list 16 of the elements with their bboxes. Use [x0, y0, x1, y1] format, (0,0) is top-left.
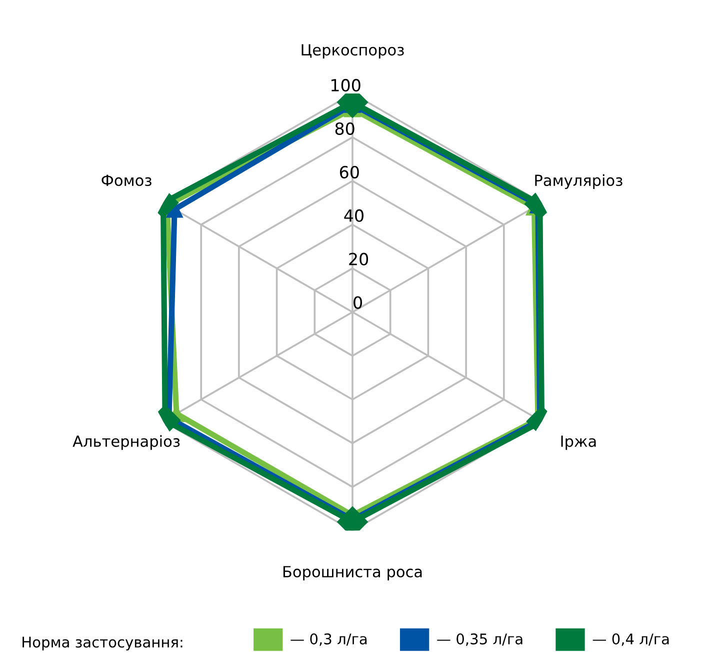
spoke-label: Рамуляріоз: [535, 174, 622, 190]
spoke-label: Фомоз: [102, 174, 152, 186]
y-tick-label: 40: [344, 209, 364, 222]
spoke-label: Альтернаріоз: [72, 435, 180, 450]
legend-label: — 0,35 л/га: [437, 633, 522, 646]
y-tick-label: 60: [340, 166, 359, 178]
y-tick-label: 20: [349, 252, 368, 266]
spoke-label: Борошниста роса: [283, 566, 422, 580]
legend-label: — 0,3 л/га: [290, 633, 367, 646]
y-tick-label: 0: [354, 296, 362, 309]
spoke-label: Церкоспороз: [302, 44, 404, 59]
legend-title: Норма застосування:: [22, 636, 182, 650]
spoke-label: Іржа: [561, 436, 596, 450]
y-tick-label: 80: [335, 122, 354, 135]
legend-label: — 0,4 л/га: [592, 633, 669, 646]
y-tick-label: 100: [331, 78, 360, 92]
